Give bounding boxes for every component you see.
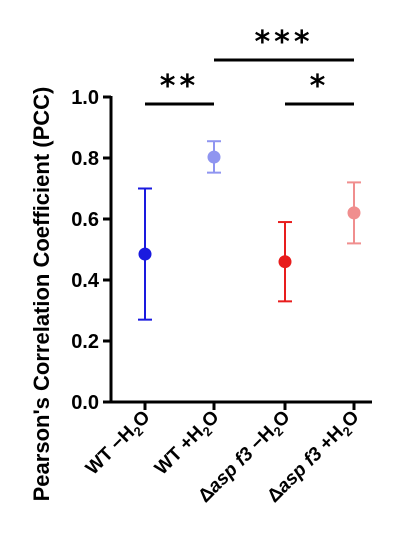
y-tick-label: 0.6 [71, 209, 99, 231]
y-tick-label: 0.4 [71, 270, 100, 292]
data-point [138, 247, 152, 261]
y-axis-title: Pearson's Correlation Coefficient (PCC) [29, 87, 54, 502]
data-point [207, 150, 221, 164]
y-tick-label: 0.2 [71, 331, 99, 353]
significance-stars: ** [160, 69, 199, 104]
y-tick-label: 0.8 [71, 148, 99, 170]
y-tick-label: 1.0 [71, 87, 99, 109]
significance-stars: *** [254, 25, 313, 60]
data-point [347, 206, 361, 220]
y-tick-label: 0.0 [71, 392, 99, 414]
x-category-label: WT +H2O [151, 407, 226, 482]
category-label-part: WT −H [82, 422, 139, 479]
data-point [278, 255, 292, 269]
x-category-label: WT −H2O [82, 407, 157, 482]
significance-stars: * [310, 69, 330, 104]
category-label-part: WT +H [151, 422, 208, 479]
